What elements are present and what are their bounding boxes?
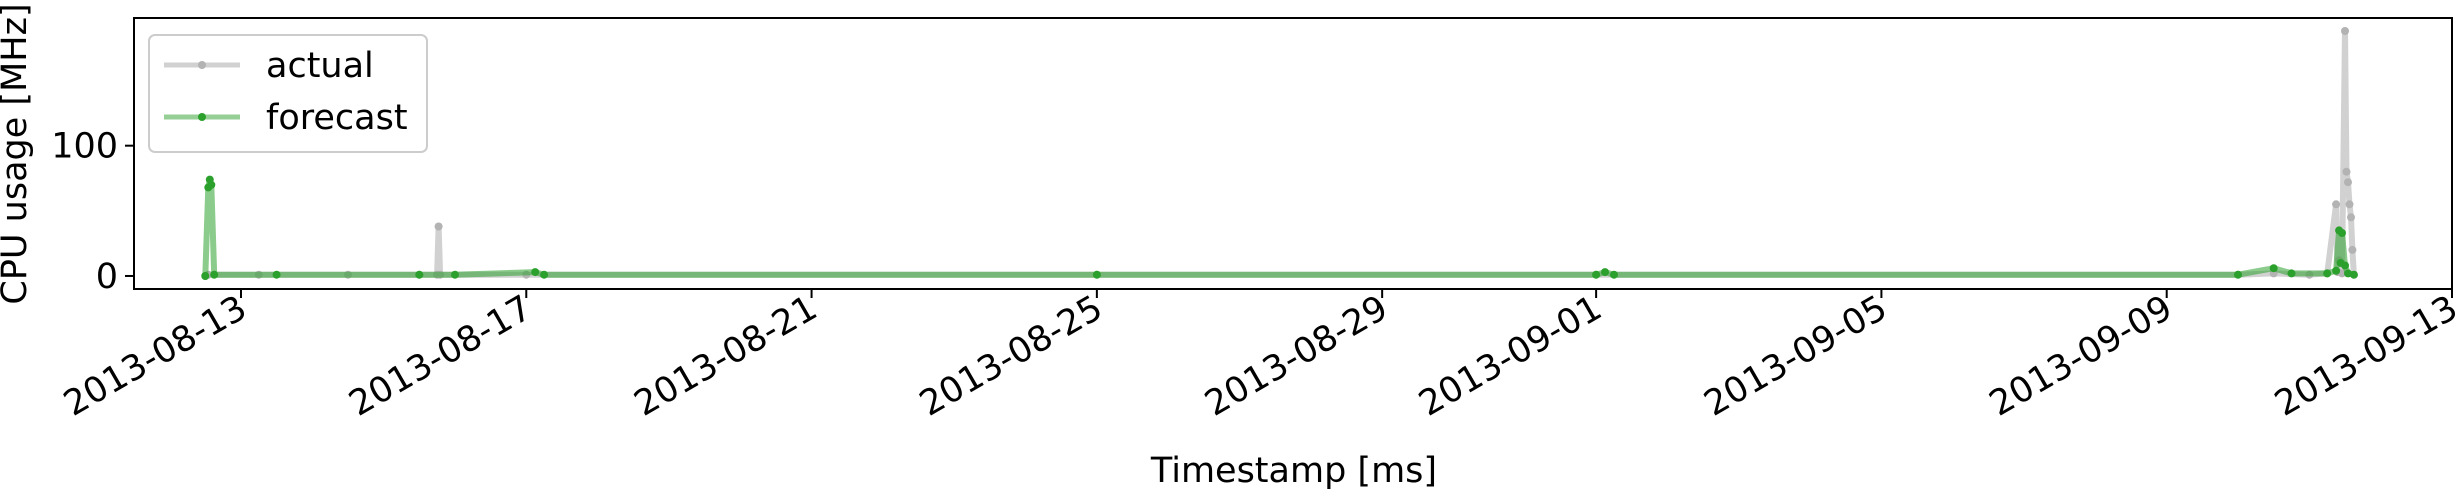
point-forecast xyxy=(210,270,219,279)
point-forecast xyxy=(2323,269,2332,278)
point-forecast xyxy=(2338,229,2346,237)
point-actual xyxy=(2341,27,2349,35)
point-forecast xyxy=(207,180,216,189)
point-actual xyxy=(2344,178,2352,187)
y-tick-label: 0 xyxy=(96,257,118,297)
y-tick-label: 100 xyxy=(51,127,118,167)
point-forecast xyxy=(531,268,540,277)
point-forecast xyxy=(1592,270,1601,279)
legend: actual forecast xyxy=(148,34,428,153)
legend-marker-forecast xyxy=(198,113,206,121)
x-tick-label: 2013-09-01 xyxy=(1412,288,1608,424)
point-forecast xyxy=(2341,261,2349,270)
point-forecast xyxy=(2332,266,2341,275)
series-line-forecast xyxy=(202,176,2355,278)
legend-label-actual: actual xyxy=(266,46,374,86)
point-actual xyxy=(2347,213,2355,222)
point-forecast xyxy=(2234,270,2242,279)
point-actual xyxy=(2345,200,2354,209)
x-tick-label: 2013-08-21 xyxy=(628,288,824,424)
point-actual xyxy=(2332,200,2341,209)
series-line-actual xyxy=(204,28,2357,279)
point-actual xyxy=(2348,245,2357,254)
x-tick-label: 2013-09-05 xyxy=(1698,288,1894,424)
x-tick-label: 2013-09-09 xyxy=(1983,288,2179,424)
y-axis: 0 100 xyxy=(51,127,134,297)
x-tick-label: 2013-09-13 xyxy=(2268,288,2458,424)
x-tick-label: 2013-08-17 xyxy=(343,288,539,424)
point-forecast xyxy=(2269,264,2278,273)
plot-frame xyxy=(133,17,2453,290)
point-forecast xyxy=(2349,270,2358,279)
plot-marks xyxy=(201,27,2358,280)
x-axis-title: Timestamp [ms] xyxy=(1150,451,1437,490)
x-tick-label: 2013-08-25 xyxy=(913,288,1109,424)
y-axis-title: CPU usage [MHz] xyxy=(0,3,35,304)
x-tick-label: 2013-08-13 xyxy=(57,288,253,424)
point-forecast xyxy=(1092,270,1101,279)
point-actual xyxy=(2342,167,2351,176)
point-forecast xyxy=(2287,269,2296,278)
point-forecast xyxy=(1601,268,1609,277)
legend-label-forecast: forecast xyxy=(266,98,408,138)
point-forecast xyxy=(415,270,424,279)
legend-marker-actual xyxy=(198,61,206,69)
series-actual xyxy=(201,27,2358,280)
x-axis: 2013-08-13 2013-08-17 2013-08-21 2013-08-25… xyxy=(57,288,2458,424)
point-forecast xyxy=(540,270,549,279)
point-forecast xyxy=(451,270,459,279)
point-forecast xyxy=(201,272,210,280)
point-forecast xyxy=(272,270,281,279)
series-forecast xyxy=(201,175,2358,280)
x-tick-label: 2013-08-29 xyxy=(1198,288,1394,424)
point-actual xyxy=(434,222,443,231)
point-forecast xyxy=(1610,270,1618,279)
